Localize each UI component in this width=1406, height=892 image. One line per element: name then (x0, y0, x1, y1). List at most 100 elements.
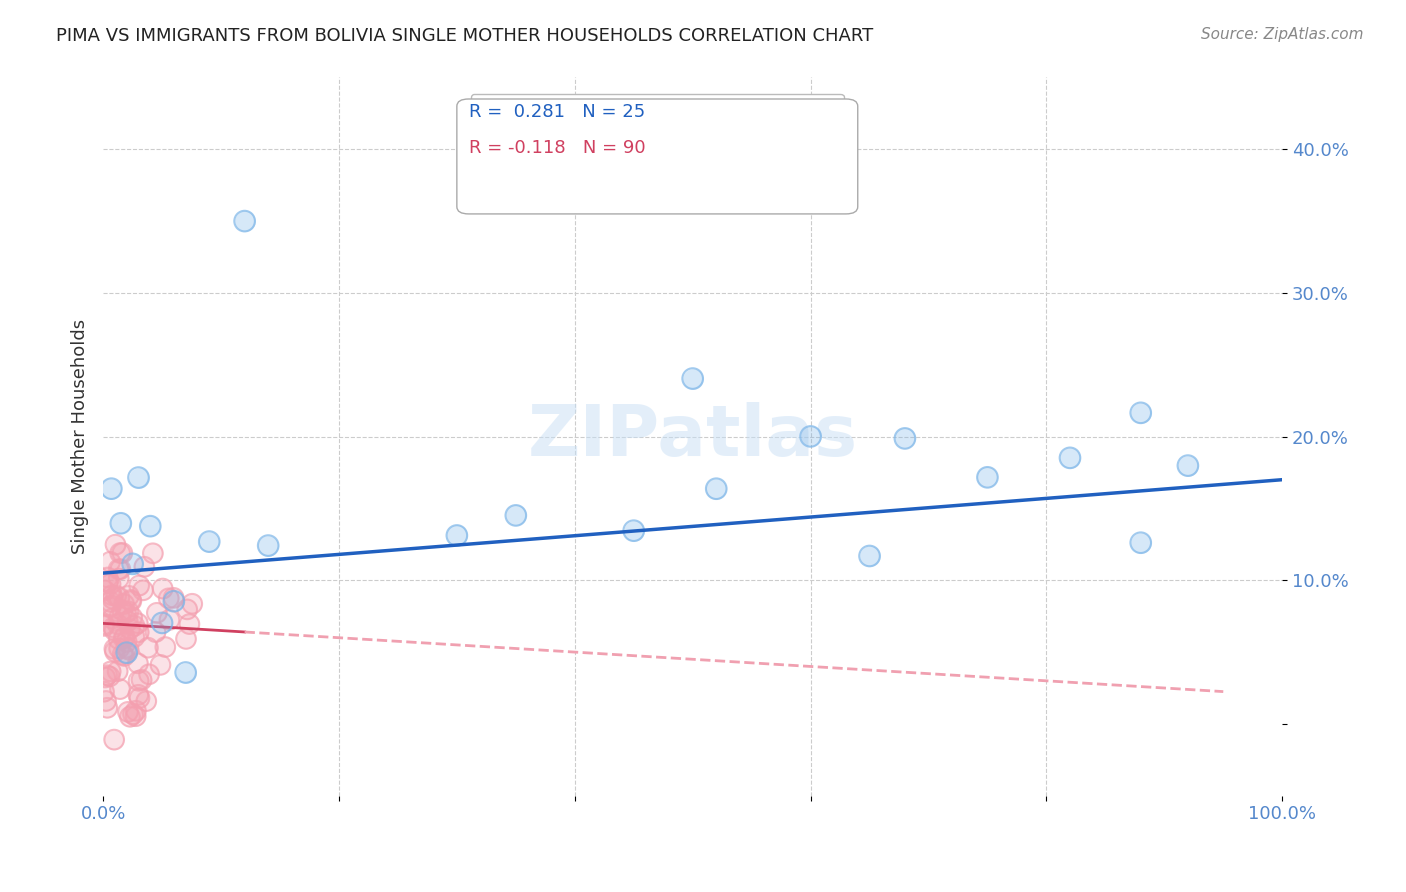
Immigrants from Bolivia (145, 625, 167, 640)
Point (100, 482, 122, 496)
Point (894, 432, 917, 446)
Pima (150, 615, 173, 630)
Point (100, 577, 122, 591)
Point (118, 710, 141, 724)
Point (124, 619, 146, 633)
Point (103, 624, 125, 638)
Immigrants from Bolivia (142, 546, 165, 560)
Immigrants from Bolivia (101, 588, 124, 602)
Pima (139, 519, 162, 533)
Point (115, 606, 138, 620)
Immigrants from Bolivia (120, 594, 142, 608)
Point (110, 562, 132, 576)
Pima (1129, 535, 1152, 549)
Point (163, 591, 186, 605)
Point (117, 614, 139, 628)
Point (97, 575, 120, 590)
Point (157, 591, 180, 606)
Point (115, 635, 138, 649)
Immigrants from Bolivia (93, 619, 115, 633)
Point (150, 615, 173, 630)
Immigrants from Bolivia (100, 599, 122, 613)
Immigrants from Bolivia (112, 632, 135, 646)
Immigrants from Bolivia (111, 648, 134, 662)
Point (98, 600, 121, 615)
Pima (976, 470, 998, 484)
Immigrants from Bolivia (138, 667, 160, 681)
Point (159, 613, 181, 627)
Point (112, 597, 135, 611)
Point (108, 546, 131, 560)
Immigrants from Bolivia (96, 668, 118, 682)
Immigrants from Bolivia (93, 617, 115, 632)
Point (127, 688, 149, 702)
Point (131, 673, 153, 687)
Immigrants from Bolivia (122, 707, 145, 722)
Immigrants from Bolivia (152, 582, 174, 596)
Immigrants from Bolivia (108, 546, 131, 560)
Immigrants from Bolivia (131, 673, 153, 687)
Immigrants from Bolivia (94, 583, 117, 598)
Pima (446, 528, 468, 542)
Point (127, 657, 149, 671)
Point (107, 632, 129, 647)
Point (122, 707, 145, 722)
Immigrants from Bolivia (98, 600, 121, 615)
Immigrants from Bolivia (174, 632, 197, 646)
Pima (121, 557, 143, 571)
Immigrants from Bolivia (98, 555, 121, 569)
Pima (174, 665, 197, 680)
Point (257, 539, 280, 553)
Point (163, 594, 186, 608)
Point (118, 622, 141, 636)
Immigrants from Bolivia (110, 562, 132, 576)
Y-axis label: Single Mother Households: Single Mother Households (72, 319, 89, 554)
Point (446, 528, 468, 542)
Point (98, 669, 121, 683)
Text: R =  0.281   N = 25: R = 0.281 N = 25 (468, 103, 645, 121)
Immigrants from Bolivia (163, 591, 186, 605)
Point (858, 549, 880, 563)
Pima (110, 516, 132, 531)
Pima (858, 549, 880, 563)
Point (174, 632, 197, 646)
Immigrants from Bolivia (176, 602, 198, 616)
Point (174, 665, 197, 680)
Pima (100, 482, 122, 496)
Point (1129, 406, 1152, 420)
Point (108, 610, 131, 624)
Immigrants from Bolivia (97, 574, 120, 589)
Point (103, 620, 125, 634)
Immigrants from Bolivia (94, 671, 117, 685)
Immigrants from Bolivia (107, 632, 129, 647)
Point (128, 625, 150, 640)
Point (101, 588, 124, 602)
Pima (128, 470, 150, 484)
Pima (163, 594, 186, 608)
Immigrants from Bolivia (105, 589, 128, 603)
Point (117, 642, 139, 657)
Point (100, 665, 122, 679)
Point (682, 371, 704, 385)
Immigrants from Bolivia (117, 642, 139, 657)
Legend: Pima, Immigrants from Bolivia: Pima, Immigrants from Bolivia (471, 94, 844, 133)
Point (93, 684, 115, 698)
Text: Source: ZipAtlas.com: Source: ZipAtlas.com (1201, 27, 1364, 42)
Immigrants from Bolivia (124, 709, 146, 723)
Point (118, 589, 141, 603)
Immigrants from Bolivia (108, 641, 131, 656)
Point (96, 700, 118, 714)
Point (103, 641, 125, 656)
Point (107, 572, 129, 586)
Immigrants from Bolivia (96, 700, 118, 714)
Point (136, 640, 159, 655)
Immigrants from Bolivia (103, 624, 125, 638)
Point (198, 534, 221, 549)
Point (94, 583, 117, 598)
Immigrants from Bolivia (179, 617, 201, 632)
Point (100, 599, 122, 613)
Point (98, 595, 121, 609)
Immigrants from Bolivia (103, 732, 125, 747)
Point (112, 632, 135, 646)
Immigrants from Bolivia (107, 664, 129, 678)
